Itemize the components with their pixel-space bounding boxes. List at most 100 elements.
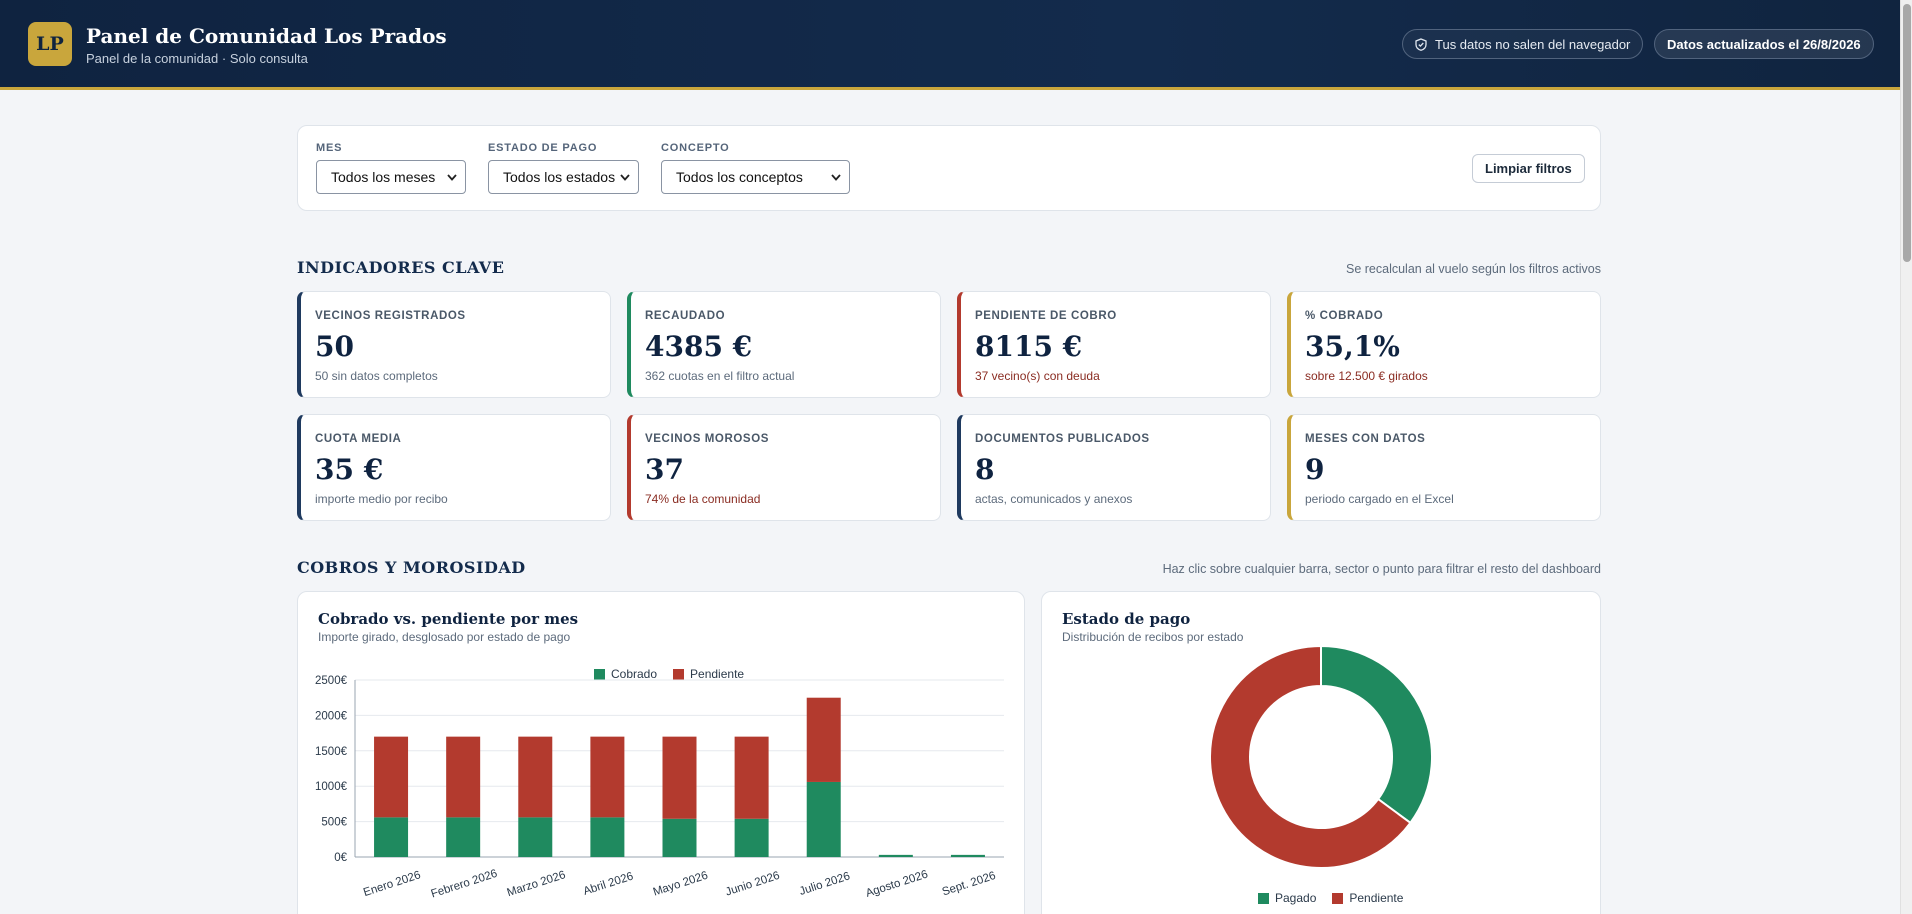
legend-swatch-paid <box>594 668 605 680</box>
y-tick-label: 2000€ <box>315 710 348 722</box>
scrollbar-thumb[interactable] <box>1903 4 1911 262</box>
legend-item-pending[interactable]: Pendiente <box>1332 891 1403 905</box>
x-tick-label: Abril 2026 <box>582 870 635 897</box>
y-tick-label: 1500€ <box>315 746 348 758</box>
concept-select[interactable]: Todos los conceptos <box>661 160 850 194</box>
bar-segment-pending[interactable] <box>590 736 625 818</box>
kpi-value: 35 € <box>315 453 384 486</box>
bar-segment-paid[interactable] <box>950 854 985 857</box>
kpi-card-collected: RECAUDADO 4385 € 362 cuotas en el filtro… <box>627 291 941 398</box>
bar-segment-paid[interactable] <box>806 781 841 857</box>
privacy-badge-label: Tus datos no salen del navegador <box>1435 36 1631 52</box>
bar-segment-paid[interactable] <box>374 817 409 857</box>
chevron-down-icon <box>831 173 841 181</box>
legend-swatch-pending <box>673 668 685 680</box>
legend-label: Pendiente <box>690 667 745 681</box>
kpi-label: VECINOS REGISTRADOS <box>315 310 466 322</box>
donut-slice-pending[interactable] <box>1209 644 1412 869</box>
legend-label: Cobrado <box>611 667 658 681</box>
donut-chart-legend: Pagado Pendiente <box>1258 891 1403 905</box>
charts-section-title: COBROS Y MOROSIDAD <box>297 558 526 577</box>
concept-filter: CONCEPTO Todos los conceptos <box>661 142 850 194</box>
month-filter-label: MES <box>316 142 343 154</box>
app-title: Panel de Comunidad Los Prados <box>86 24 447 48</box>
kpi-note: periodo cargado en el Excel <box>1305 492 1454 506</box>
page-scrollbar[interactable] <box>1900 0 1912 914</box>
app-subtitle: Panel de la comunidad · Solo consulta <box>86 51 308 66</box>
monthly-bar-chart: 0€ 500€ 1000€ 1500€ 2000€ 2500€ Enero 2026 Febr… <box>315 675 1004 901</box>
kpi-label: CUOTA MEDIA <box>315 433 402 445</box>
bar-segment-pending[interactable] <box>806 697 841 782</box>
donut-chart-title: Estado de pago <box>1062 610 1191 628</box>
bar-segment-pending[interactable] <box>734 736 769 819</box>
bar-segment-paid[interactable] <box>518 817 553 857</box>
status-filter: ESTADO DE PAGO Todos los estados <box>488 142 639 194</box>
kpi-section-note: Se recalculan al vuelo según los filtros… <box>1346 262 1601 276</box>
bar-segment-paid[interactable] <box>878 854 913 857</box>
x-tick-label: Marzo 2026 <box>506 869 567 899</box>
chevron-down-icon <box>447 173 457 181</box>
legend-item-pending[interactable]: Pendiente <box>673 667 744 681</box>
y-tick-label: 2500€ <box>315 675 348 687</box>
bar-segment-paid[interactable] <box>662 818 697 857</box>
bar-segment-pending[interactable] <box>662 736 697 819</box>
clear-filters-button[interactable]: Limpiar filtros <box>1472 154 1585 183</box>
kpi-note: 50 sin datos completos <box>315 369 438 383</box>
kpi-note: 74% de la comunidad <box>645 492 761 506</box>
kpi-card-average-fee: CUOTA MEDIA 35 € importe medio por recib… <box>297 414 611 521</box>
status-select[interactable]: Todos los estados <box>488 160 639 194</box>
bar-segment-paid[interactable] <box>446 817 481 857</box>
updated-badge: Datos actualizados el 26/8/2026 <box>1654 29 1874 59</box>
kpi-card-pending: PENDIENTE DE COBRO 8115 € 37 vecino(s) c… <box>957 291 1271 398</box>
concept-filter-label: CONCEPTO <box>661 142 730 154</box>
kpi-value: 9 <box>1305 453 1325 486</box>
kpi-label: MESES CON DATOS <box>1305 433 1426 445</box>
month-select[interactable]: Todos los meses <box>316 160 466 194</box>
bar-segment-paid[interactable] <box>734 818 769 857</box>
y-tick-label: 1000€ <box>315 781 348 793</box>
kpi-card-defaulters: VECINOS MOROSOS 37 74% de la comunidad <box>627 414 941 521</box>
kpi-note: 362 cuotas en el filtro actual <box>645 369 795 383</box>
kpi-note: 37 vecino(s) con deuda <box>975 369 1100 383</box>
privacy-badge: Tus datos no salen del navegador <box>1402 29 1644 59</box>
donut-slice-paid[interactable] <box>1320 644 1433 825</box>
month-filter: MES Todos los meses <box>316 142 466 194</box>
kpi-value: 8115 € <box>975 330 1083 363</box>
legend-item-paid[interactable]: Pagado <box>1258 891 1316 905</box>
kpi-value: 8 <box>975 453 995 486</box>
kpi-section-title: INDICADORES CLAVE <box>297 258 505 277</box>
y-tick-label: 500€ <box>321 817 347 829</box>
kpi-card-collected-percent: % COBRADO 35,1% sobre 12.500 € girados <box>1287 291 1601 398</box>
kpi-note: actas, comunicados y anexos <box>975 492 1133 506</box>
bar-segment-paid[interactable] <box>590 817 625 857</box>
bar-chart-legend: Cobrado Pendiente <box>594 667 744 681</box>
payment-status-chart-panel: Estado de pago Distribución de recibos p… <box>1041 591 1601 914</box>
filters-panel: MES Todos los meses ESTADO DE PAGO Todos… <box>297 125 1601 211</box>
legend-label: Pendiente <box>1349 891 1404 905</box>
legend-label: Pagado <box>1275 891 1317 905</box>
bar-chart-subtitle: Importe girado, desglosado por estado de… <box>318 630 571 644</box>
status-filter-label: ESTADO DE PAGO <box>488 142 598 154</box>
bar-chart-title: Cobrado vs. pendiente por mes <box>318 610 579 628</box>
chevron-down-icon <box>620 173 630 181</box>
kpi-label: VECINOS MOROSOS <box>645 433 770 445</box>
kpi-value: 37 <box>645 453 684 486</box>
x-tick-label: Febrero 2026 <box>430 868 499 901</box>
kpi-card-months-with-data: MESES CON DATOS 9 periodo cargado en el … <box>1287 414 1601 521</box>
legend-swatch-paid <box>1258 892 1269 904</box>
legend-item-paid[interactable]: Cobrado <box>594 667 657 681</box>
y-tick-label: 0€ <box>334 852 347 864</box>
kpi-card-documents: DOCUMENTOS PUBLICADOS 8 actas, comunicad… <box>957 414 1271 521</box>
kpi-label: PENDIENTE DE COBRO <box>975 310 1117 322</box>
kpi-label: % COBRADO <box>1305 310 1384 322</box>
donut-chart-subtitle: Distribución de recibos por estado <box>1062 630 1244 644</box>
bar-segment-pending[interactable] <box>374 736 409 818</box>
bar-segment-pending[interactable] <box>446 736 481 818</box>
monthly-bar-chart-panel: Cobrado vs. pendiente por mes Importe gi… <box>297 591 1025 914</box>
kpi-value: 50 <box>315 330 354 363</box>
kpi-value: 35,1% <box>1305 330 1400 363</box>
x-tick-label: Sept. 2026 <box>941 870 998 899</box>
kpi-label: DOCUMENTOS PUBLICADOS <box>975 433 1150 445</box>
bar-segment-pending[interactable] <box>518 736 553 818</box>
app-logo: LP <box>28 22 72 66</box>
